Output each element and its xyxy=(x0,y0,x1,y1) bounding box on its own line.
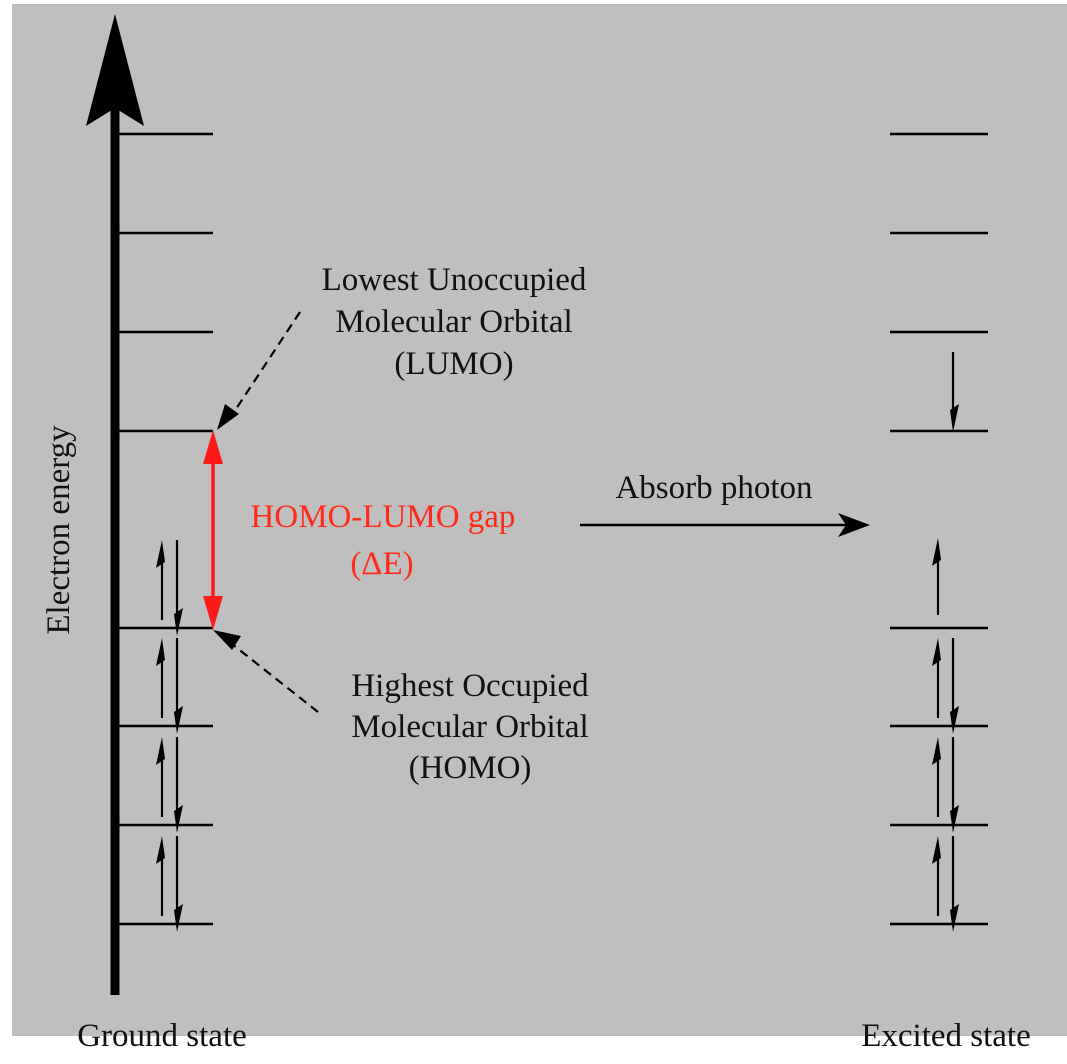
ground-spin-up-4 xyxy=(156,540,165,620)
lumo-label-line-1: Lowest Unoccupied xyxy=(322,262,587,298)
ground-state-electrons xyxy=(156,540,183,932)
ground-spin-down-4 xyxy=(174,540,183,636)
homo-pointer-arrowhead xyxy=(213,630,241,650)
lumo-label-line-3: (LUMO) xyxy=(394,346,513,382)
ground-state-label: Ground state xyxy=(77,1018,247,1054)
homo-label-line-2: Molecular Orbital xyxy=(351,709,588,745)
excited-state-levels xyxy=(890,132,988,926)
ground-state-levels xyxy=(118,132,213,926)
lumo-pointer-line xyxy=(233,311,301,413)
excited-spin-up-1 xyxy=(932,836,941,916)
ground-spin-down-2 xyxy=(174,737,183,833)
excited-spin-down-3 xyxy=(950,638,959,734)
absorb-photon-label: Absorb photon xyxy=(615,470,812,506)
ground-spin-up-1 xyxy=(156,836,165,916)
excited-spin-down-2 xyxy=(950,737,959,833)
gap-delta-label: (ΔE) xyxy=(350,546,413,582)
energy-axis-arrowhead xyxy=(86,14,144,126)
lumo-label-line-2: Molecular Orbital xyxy=(335,304,572,340)
homo-label-line-1: Highest Occupied xyxy=(351,668,589,704)
ground-spin-down-1 xyxy=(174,836,183,932)
background-panel xyxy=(12,4,1067,1036)
excited-state-electrons xyxy=(932,352,959,932)
absorb-photon-arrowhead xyxy=(838,513,870,537)
ground-spin-down-3 xyxy=(174,638,183,734)
excited-state-label: Excited state xyxy=(861,1018,1031,1054)
energy-axis-label: Electron energy xyxy=(41,425,77,635)
gap-arrow-head-top xyxy=(203,430,223,464)
gap-arrow-head-bottom xyxy=(203,596,223,630)
homo-pointer-line xyxy=(231,643,319,713)
excited-spin-up-2 xyxy=(932,737,941,817)
excited-homo-spin-up xyxy=(932,538,941,615)
ground-spin-up-3 xyxy=(156,638,165,718)
homo-label-line-3: (HOMO) xyxy=(409,750,532,786)
gap-label: HOMO-LUMO gap xyxy=(251,499,516,535)
ground-spin-up-2 xyxy=(156,737,165,817)
excited-spin-up-3 xyxy=(932,638,941,718)
excited-spin-down-1 xyxy=(950,836,959,932)
excited-lumo-spin-down xyxy=(950,352,959,432)
lumo-pointer-arrowhead xyxy=(217,404,239,430)
